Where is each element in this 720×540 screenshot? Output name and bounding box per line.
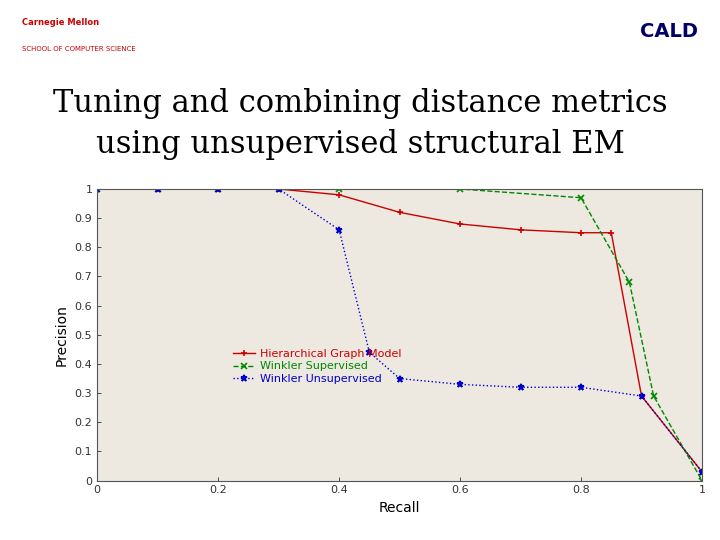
Hierarchical Graph Model [516, 227, 525, 233]
Winkler Unsupervised [365, 349, 374, 355]
Winkler Supervised [335, 186, 343, 192]
Winkler Unsupervised [335, 227, 343, 233]
Winkler Supervised [153, 186, 162, 192]
Hierarchical Graph Model [637, 393, 646, 399]
Legend: Hierarchical Graph Model, Winkler Supervised, Winkler Unsupervised: Hierarchical Graph Model, Winkler Superv… [230, 346, 405, 388]
Winkler Unsupervised [516, 384, 525, 390]
Winkler Supervised [456, 186, 464, 192]
Text: Carnegie Mellon: Carnegie Mellon [22, 17, 99, 26]
Winkler Unsupervised [456, 381, 464, 388]
Winkler Unsupervised [153, 186, 162, 192]
Hierarchical Graph Model [395, 209, 404, 215]
Winkler Supervised [274, 186, 283, 192]
Line: Winkler Supervised: Winkler Supervised [94, 186, 706, 484]
Hierarchical Graph Model [335, 192, 343, 198]
Winkler Supervised [698, 477, 706, 484]
Hierarchical Graph Model [153, 186, 162, 192]
Winkler Supervised [577, 194, 585, 201]
Line: Winkler Unsupervised: Winkler Unsupervised [94, 186, 706, 475]
Hierarchical Graph Model [93, 186, 102, 192]
Text: using unsupervised structural EM: using unsupervised structural EM [96, 129, 624, 160]
Text: CALD: CALD [640, 22, 698, 41]
Y-axis label: Precision: Precision [55, 304, 69, 366]
Text: SCHOOL OF COMPUTER SCIENCE: SCHOOL OF COMPUTER SCIENCE [22, 45, 135, 52]
Line: Hierarchical Graph Model: Hierarchical Graph Model [94, 186, 706, 475]
Winkler Supervised [649, 393, 658, 399]
Winkler Supervised [93, 186, 102, 192]
Winkler Unsupervised [698, 469, 706, 475]
Winkler Supervised [214, 186, 222, 192]
Hierarchical Graph Model [607, 230, 616, 236]
Winkler Unsupervised [214, 186, 222, 192]
Winkler Supervised [625, 279, 634, 286]
Hierarchical Graph Model [577, 230, 585, 236]
Winkler Unsupervised [637, 393, 646, 399]
Hierarchical Graph Model [214, 186, 222, 192]
Winkler Unsupervised [577, 384, 585, 390]
Winkler Unsupervised [274, 186, 283, 192]
Winkler Unsupervised [93, 186, 102, 192]
Hierarchical Graph Model [274, 186, 283, 192]
Hierarchical Graph Model [698, 469, 706, 475]
X-axis label: Recall: Recall [379, 501, 420, 515]
Winkler Unsupervised [395, 375, 404, 382]
Text: Tuning and combining distance metrics: Tuning and combining distance metrics [53, 88, 667, 119]
Hierarchical Graph Model [456, 221, 464, 227]
